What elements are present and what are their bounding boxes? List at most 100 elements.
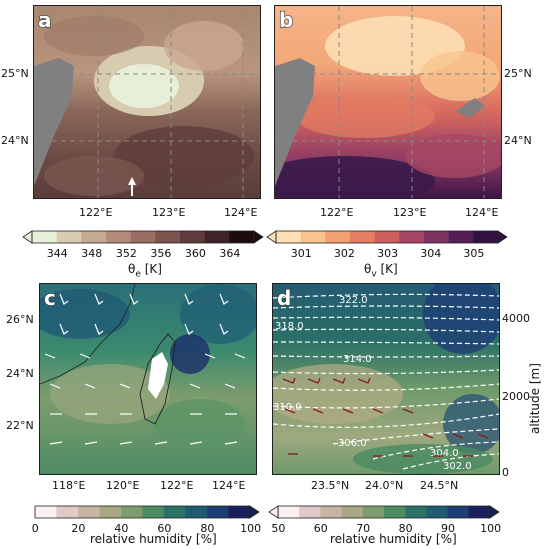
colorbar-b-segment	[424, 231, 450, 243]
colorbar-d-segment	[278, 506, 300, 518]
panel-b-ytick-24n: 24°N	[504, 134, 532, 147]
colorbar-d-tick-label: 80	[398, 522, 413, 535]
colorbar-c-tick-label: 0	[31, 522, 39, 535]
colorbar-b-tick-label: 303	[377, 247, 399, 260]
panel-b-theta-v-map: b	[274, 5, 502, 199]
panel-c-xtick-118e: 118°E	[52, 479, 86, 492]
panel-b-label: b	[278, 7, 294, 32]
colorbar-c-segment	[228, 506, 251, 518]
colorbar-c-segment	[99, 506, 122, 518]
colorbar-c-segment	[78, 506, 100, 518]
colorbar-b-tick-label: 305	[463, 247, 485, 260]
colorbar-a-segment	[130, 231, 156, 243]
colorbar-c-title: relative humidity [%]	[90, 532, 217, 546]
colorbar-d-tick-label: 70	[356, 522, 371, 535]
panel-c-ytick-22n: 22°N	[6, 419, 34, 432]
colorbar-a-segment	[81, 231, 107, 243]
colorbar-a-tick-label: 344	[46, 247, 68, 260]
panel-d-ytick-4000: 4000	[502, 312, 530, 325]
colorbar-b-extend-max	[497, 230, 508, 244]
panel-d-ylabel: altitude [m]	[528, 363, 542, 434]
colorbar-a-tick-label: 348	[81, 247, 103, 260]
panel-c-field	[40, 284, 256, 474]
colorbar-a-segment	[106, 231, 132, 243]
colorbar-d-segment	[299, 506, 321, 518]
panel-c-wind-barbs	[44, 293, 246, 445]
panel-d-field: 322.0 318.0 314.0 310.0 306.0 304.0 302.…	[273, 284, 499, 474]
panel-c-ytick-24n: 24°N	[6, 367, 34, 380]
panel-c-xtick-122e: 122°E	[160, 479, 194, 492]
colorbar-b-segment	[325, 231, 351, 243]
colorbar-d-tick-label: 100	[480, 522, 502, 535]
colorbar-c-segment	[56, 506, 79, 518]
colorbar-a-extend-max	[253, 230, 264, 244]
colorbar-d-tick-label: 50	[271, 522, 286, 535]
colorbar-d-extend-min	[268, 505, 279, 519]
colorbar-b-segment	[374, 231, 400, 243]
contour-label-310: 310.0	[273, 402, 302, 413]
colorbar-a-segment	[32, 231, 58, 243]
panel-a-field	[34, 6, 260, 198]
colorbar-a-tick-label: 356	[150, 247, 172, 260]
colorbar-c-tick-label: 20	[71, 522, 86, 535]
panel-b-xtick-123e: 123°E	[393, 206, 427, 219]
colorbar-b-tick-label: 301	[290, 247, 312, 260]
colorbar-b-segment	[276, 231, 302, 243]
colorbar-c-segment	[164, 506, 186, 518]
colorbar-a-segment	[56, 231, 82, 243]
colorbar-d-segment	[447, 506, 470, 518]
contour-label-322: 322.0	[339, 295, 368, 306]
panel-d-label: d	[276, 285, 292, 310]
colorbar-d-tick-label: 90	[441, 522, 455, 535]
colorbar-a-segment	[204, 231, 230, 243]
panel-a-ytick-25n: 25°N	[1, 67, 29, 80]
colorbar-c-tick-label: 40	[114, 522, 129, 535]
colorbar-c-tick-label: 100	[240, 522, 262, 535]
panel-d-contours	[273, 293, 499, 470]
colorbar-b-segment	[350, 231, 376, 243]
colorbar-d-segment	[468, 506, 491, 518]
panel-d-xtick-23-5n: 23.5°N	[311, 479, 350, 492]
panel-d-cross-section: 322.0 318.0 314.0 310.0 306.0 304.0 302.…	[272, 283, 500, 475]
colorbar-b	[266, 230, 508, 244]
colorbar-b-segment	[473, 231, 499, 243]
colorbar-a-segment	[180, 231, 206, 243]
colorbar-c	[34, 505, 260, 519]
panel-b-field	[275, 6, 501, 198]
colorbar-d-tick-label: 60	[313, 522, 328, 535]
colorbar-a-tick-label: 360	[184, 247, 206, 260]
panel-a-xtick-122e: 122°E	[79, 206, 113, 219]
colorbar-d-segment	[405, 506, 427, 518]
panel-c-label: c	[43, 285, 56, 310]
colorbar-a	[22, 230, 264, 244]
colorbar-b-tick-label: 304	[420, 247, 442, 260]
colorbar-c-segment	[207, 506, 229, 518]
colorbar-b-tick-label: 302	[333, 247, 355, 260]
contour-label-302: 302.0	[443, 461, 472, 472]
colorbar-a-segment	[229, 231, 255, 243]
colorbar-c-tick-label: 60	[157, 522, 172, 535]
contour-label-306: 306.0	[338, 438, 367, 449]
contour-label-304: 304.0	[430, 448, 459, 459]
colorbar-c-extend-max	[249, 505, 260, 519]
panel-a-xtick-124e: 124°E	[224, 206, 258, 219]
panel-b-ytick-25n: 25°N	[504, 67, 532, 80]
colorbar-a-title: θe [K]	[128, 262, 162, 280]
colorbar-d	[268, 505, 500, 519]
colorbar-d-segment	[362, 506, 385, 518]
colorbar-d-segment	[426, 506, 449, 518]
panel-c-xtick-120e: 120°E	[106, 479, 140, 492]
panel-b-xtick-122e: 122°E	[320, 206, 354, 219]
panel-a-theta-e-map: a	[33, 5, 261, 199]
colorbar-c-segment	[121, 506, 143, 518]
contour-label-318: 318.0	[275, 321, 304, 332]
colorbar-b-title: θv [K]	[364, 262, 398, 280]
colorbar-a-tick-label: 364	[219, 247, 241, 260]
panel-a-xtick-123e: 123°E	[152, 206, 186, 219]
colorbar-c-segment	[35, 506, 57, 518]
colorbar-d-segment	[384, 506, 406, 518]
colorbar-a-segment	[155, 231, 181, 243]
panel-c-humidity-map: c	[39, 283, 257, 475]
colorbar-b-segment	[399, 231, 425, 243]
panel-d-ytick-0: 0	[502, 466, 509, 479]
